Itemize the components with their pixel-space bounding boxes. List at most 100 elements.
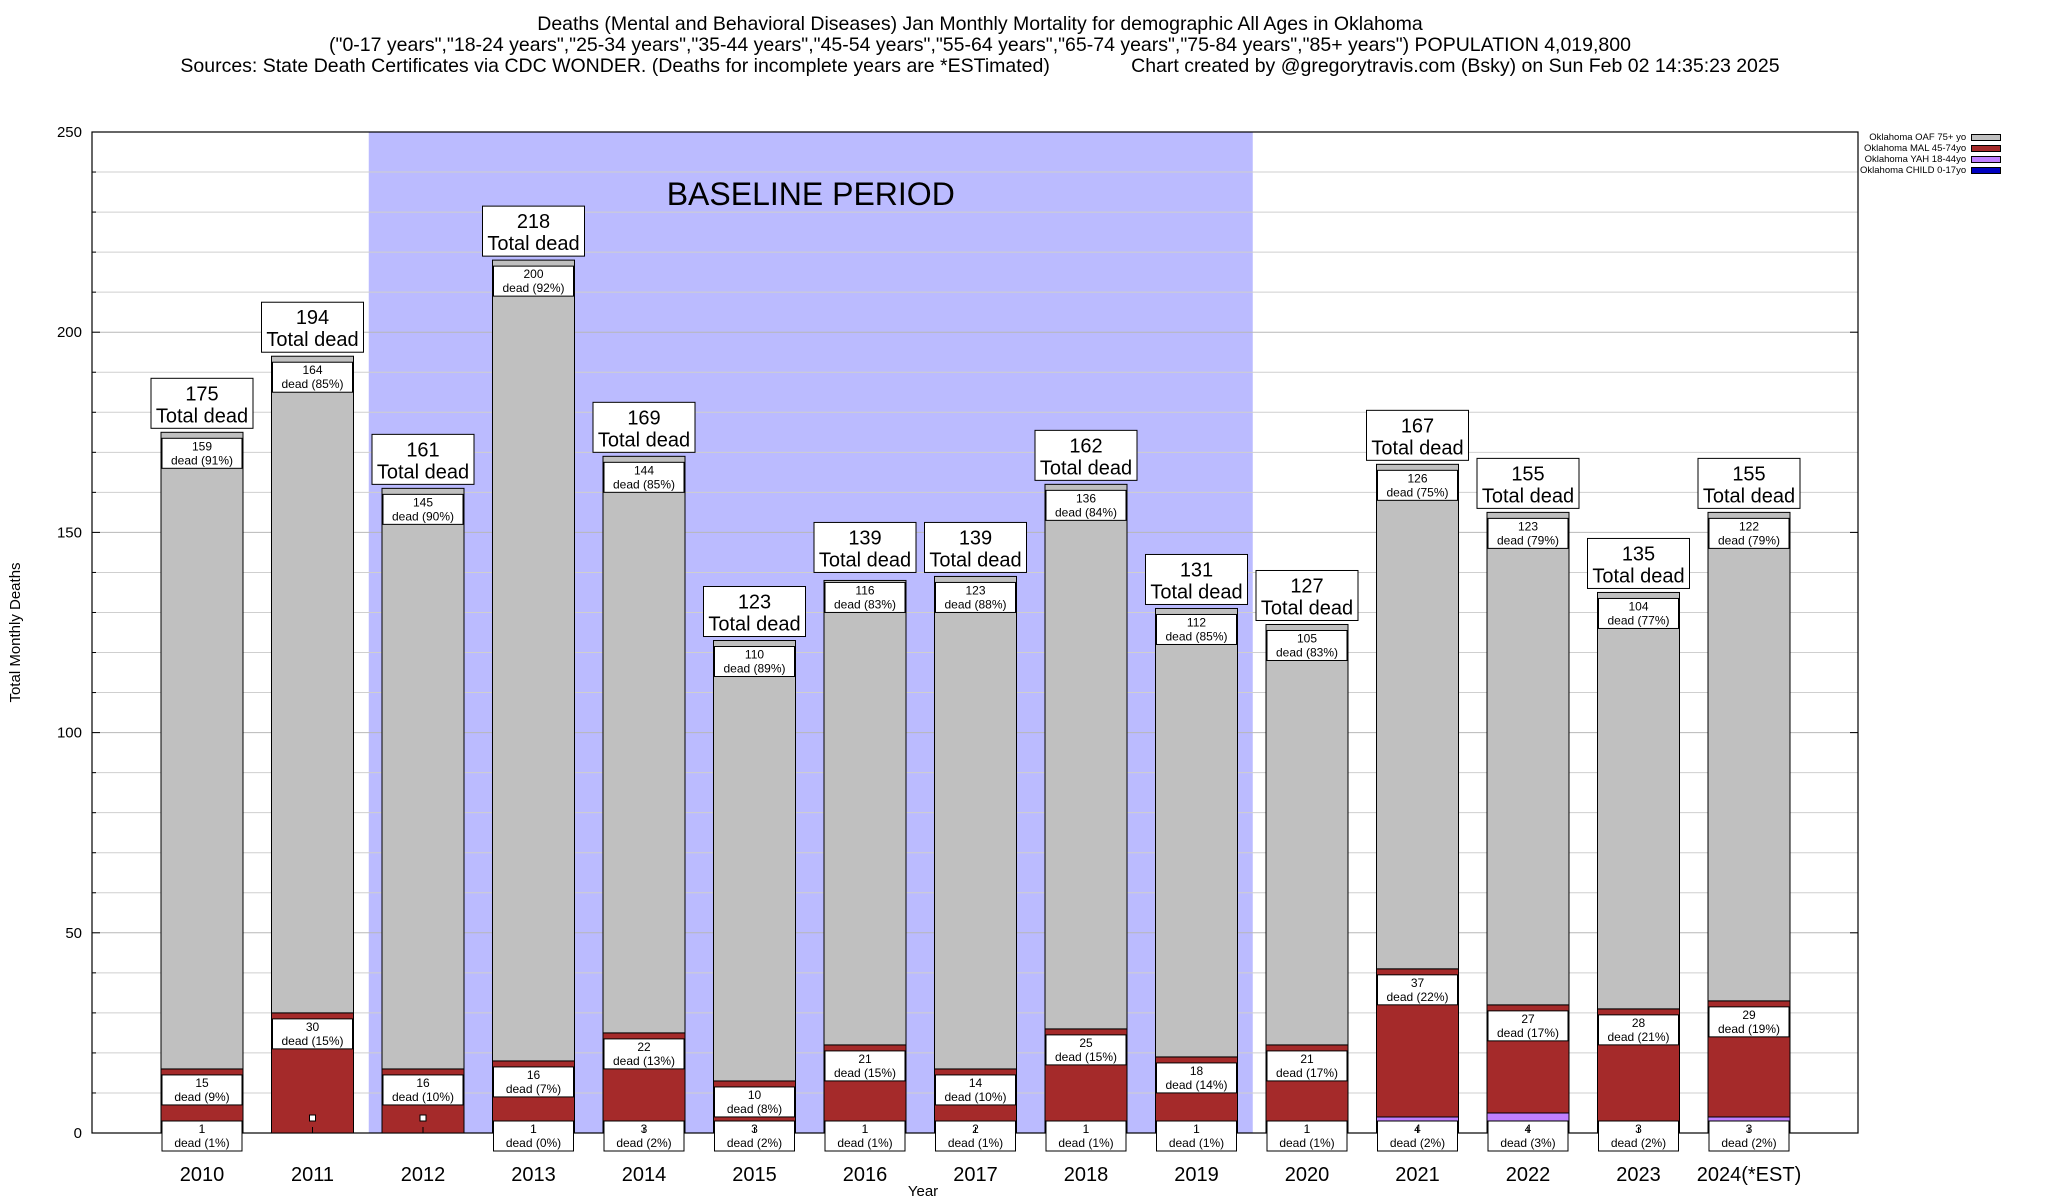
total-label-text: Total dead (266, 329, 358, 351)
legend-item-yah: Oklahoma YAH 18-44yo (1860, 154, 2002, 165)
x-tick-label: 2020 (1285, 1164, 1330, 1186)
total-label-text: Total dead (708, 614, 800, 636)
oaf-label-box (272, 361, 353, 393)
oaf-label-count: 159 (192, 439, 212, 453)
yah-label-pct: dead (1%) (837, 1136, 892, 1150)
mal-label-count: 27 (1521, 1012, 1535, 1026)
yah-label-box (1377, 1120, 1458, 1152)
mal-label-box (1487, 1010, 1569, 1042)
total-label-text: Total dead (1371, 437, 1463, 459)
oaf-label-count: 123 (1518, 519, 1538, 533)
total-label-box (482, 205, 585, 257)
oaf-label-count: 122 (1739, 519, 1759, 533)
oaf-label-box (1487, 517, 1569, 549)
y-tick-label: 100 (57, 725, 82, 742)
mal-label-count: 28 (1632, 1016, 1646, 1030)
oaf-label-count: 116 (855, 583, 874, 597)
mal-label-count: 15 (195, 1076, 209, 1090)
total-label-value: 162 (1069, 435, 1102, 457)
mal-label-pct: dead (7%) (506, 1082, 561, 1096)
legend-swatch-oaf (1971, 134, 2002, 141)
total-label-box (1145, 553, 1248, 605)
oaf-label-pct: dead (77%) (1607, 613, 1669, 627)
yah-label-pct: dead (1%) (1058, 1136, 1113, 1150)
mal-label-count: 22 (637, 1040, 651, 1054)
x-tick-label: 2016 (843, 1164, 888, 1186)
bar-segment-oaf (1597, 591, 1680, 1010)
oaf-label-pct: dead (90%) (392, 509, 454, 523)
x-tick-label: 2023 (1616, 1164, 1661, 1186)
yah-label-pct: dead (2%) (1390, 1136, 1445, 1150)
x-tick-label: 2013 (511, 1164, 556, 1186)
y-tick-label: 250 (57, 124, 82, 141)
mal-label-box (935, 1074, 1016, 1106)
baseline-period-label: BASELINE PERIOD (667, 176, 955, 212)
x-tick-label: 2022 (1506, 1164, 1551, 1186)
mal-label-box (272, 1018, 353, 1050)
oaf-label-pct: dead (88%) (944, 597, 1006, 611)
mal-label-pct: dead (15%) (281, 1034, 343, 1048)
bar-segment-oaf (823, 579, 907, 1046)
total-label-box (813, 521, 917, 573)
mal-label-count: 10 (748, 1088, 762, 1102)
oaf-label-box (1266, 629, 1348, 661)
oaf-label-pct: dead (85%) (281, 377, 343, 391)
total-label-text: Total dead (1482, 485, 1574, 507)
mal-label-box (1266, 1050, 1348, 1082)
x-tick-label: 2019 (1174, 1164, 1219, 1186)
yah-label-box (935, 1120, 1016, 1152)
yah-label-box (1487, 1120, 1569, 1152)
oaf-label-count: 123 (965, 583, 985, 597)
yah-label-pct: dead (1%) (1279, 1136, 1334, 1150)
mal-label-pct: dead (10%) (944, 1090, 1006, 1104)
legend-swatch-mal (1971, 145, 2002, 152)
bar-segment-oaf (1155, 607, 1238, 1058)
mal-label-box (603, 1038, 685, 1070)
oaf-label-box (1598, 597, 1679, 629)
yah-label-box (1045, 1120, 1127, 1152)
total-label-text: Total dead (598, 429, 690, 451)
total-label-box (1034, 429, 1138, 481)
bar-segment-oaf (1265, 623, 1349, 1046)
yah-label-box (1598, 1120, 1679, 1152)
oaf-label-pct: dead (83%) (1276, 645, 1338, 659)
oaf-label-pct: dead (75%) (1386, 485, 1448, 499)
oaf-label-count: 136 (1076, 491, 1096, 505)
yah-label-box (1266, 1120, 1348, 1152)
legend-label-yah: Oklahoma YAH 18-44yo (1864, 154, 1967, 165)
x-tick-label: 2010 (180, 1164, 225, 1186)
mal-label-pct: dead (15%) (1055, 1050, 1117, 1064)
x-tick-label: 2017 (953, 1164, 998, 1186)
yah-label-pct: dead (0%) (506, 1136, 561, 1150)
oaf-label-pct: dead (85%) (1165, 629, 1227, 643)
legend-swatch-yah (1971, 156, 2002, 163)
yah-label-pct: dead (3%) (1500, 1136, 1555, 1150)
total-label-value: 131 (1180, 559, 1213, 581)
mal-label-count: 16 (527, 1068, 541, 1082)
total-label-value: 139 (848, 527, 881, 549)
mal-label-box (1598, 1014, 1679, 1046)
total-label-box (1366, 409, 1469, 461)
bar-segment-oaf (271, 355, 354, 1014)
total-label-value: 161 (406, 439, 439, 461)
oaf-label-count: 104 (1628, 599, 1648, 613)
yah-label-box (824, 1120, 906, 1152)
total-label-value: 123 (738, 592, 771, 614)
total-label-value: 155 (1511, 463, 1544, 485)
x-tick-label: 2024(*EST) (1697, 1164, 1802, 1186)
yah-label-box (603, 1120, 685, 1152)
mal-label-count: 14 (969, 1076, 983, 1090)
total-label-box (703, 586, 806, 638)
chart-subtitle: ("0-17 years","18-24 years","25-34 years… (329, 34, 1631, 56)
chart-source-line: Sources: State Death Certificates via CD… (180, 55, 1780, 77)
total-label-box (371, 433, 475, 485)
legend-item-child: Oklahoma CHILD 0-17yo (1860, 165, 2002, 176)
total-label-text: Total dead (819, 549, 911, 571)
total-label-box (150, 377, 254, 429)
empty-segment-marker (419, 1114, 427, 1122)
oaf-label-box (161, 437, 243, 469)
mal-label-box (824, 1050, 906, 1082)
x-tick-label: 2011 (291, 1164, 334, 1186)
total-label-box (261, 301, 364, 353)
yah-label-pct: dead (2%) (1721, 1136, 1776, 1150)
